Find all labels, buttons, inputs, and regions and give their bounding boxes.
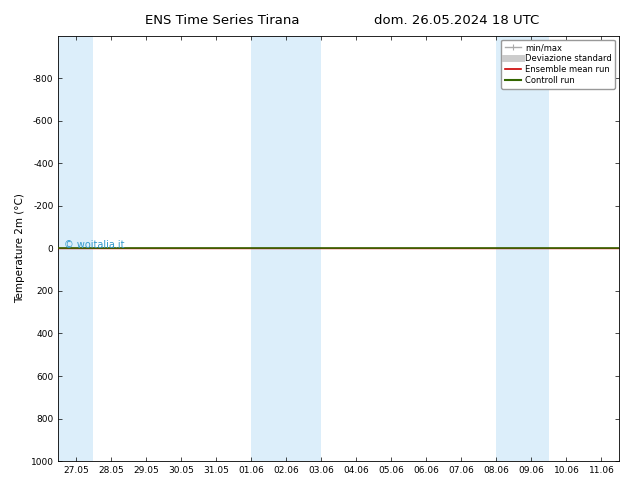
Text: dom. 26.05.2024 18 UTC: dom. 26.05.2024 18 UTC bbox=[374, 14, 539, 27]
Text: © woitalia.it: © woitalia.it bbox=[64, 240, 124, 250]
Legend: min/max, Deviazione standard, Ensemble mean run, Controll run: min/max, Deviazione standard, Ensemble m… bbox=[501, 40, 615, 89]
Bar bbox=[58, 36, 93, 461]
Bar bbox=[251, 36, 321, 461]
Bar bbox=[496, 36, 549, 461]
Text: ENS Time Series Tirana: ENS Time Series Tirana bbox=[145, 14, 299, 27]
Y-axis label: Temperature 2m (°C): Temperature 2m (°C) bbox=[15, 194, 25, 303]
